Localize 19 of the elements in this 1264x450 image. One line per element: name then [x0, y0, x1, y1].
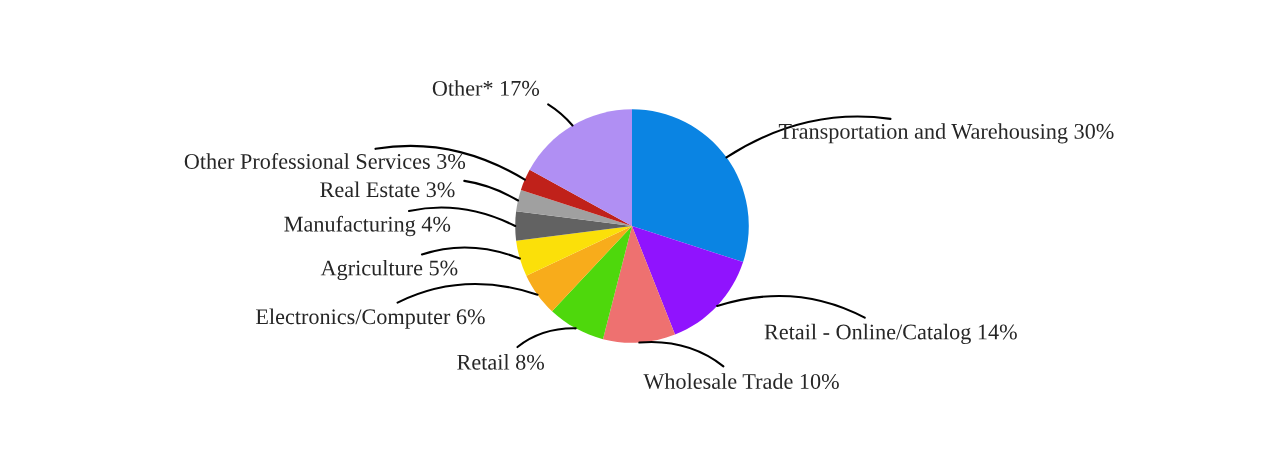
pie-slice [526, 226, 632, 312]
pie-slice [632, 109, 749, 263]
slice-label: Other* 17% [432, 80, 540, 96]
slice-label: Agriculture 5% [320, 259, 458, 281]
pie-slice [520, 169, 632, 226]
slice-label: Manufacturing 4% [284, 215, 451, 237]
pie-slice [552, 226, 632, 340]
slice-label: Wholesale Trade 10% [643, 373, 839, 390]
pie-slice [516, 226, 632, 276]
pie-slice [529, 109, 632, 226]
slice-label: Electronics/Computer 6% [255, 308, 485, 329]
slice-label: Transportation and Warehousing 30% [778, 123, 1114, 144]
slice-label: Other Professional Services 3% [184, 153, 466, 170]
slice-label: Retail 8% [457, 354, 545, 370]
slice-label: Real Estate 3% [320, 181, 455, 198]
pie-slice [632, 226, 744, 335]
pie-slice [516, 189, 632, 226]
pie-slice [602, 226, 675, 343]
slice-label: Retail - Online/Catalog 14% [764, 323, 1017, 345]
